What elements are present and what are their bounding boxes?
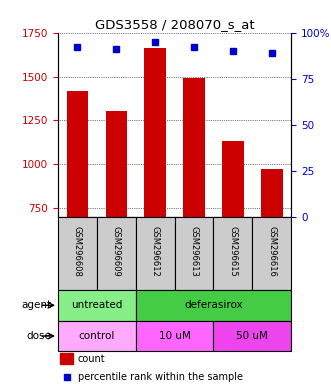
- Text: untreated: untreated: [71, 300, 122, 310]
- Bar: [261, 169, 283, 217]
- Text: deferasirox: deferasirox: [184, 300, 243, 310]
- Bar: [58, 321, 136, 351]
- Bar: [97, 217, 136, 290]
- Bar: [106, 111, 127, 217]
- Text: GSM296613: GSM296613: [190, 226, 199, 276]
- Text: GSM296615: GSM296615: [228, 226, 237, 276]
- Text: GSM296609: GSM296609: [112, 226, 121, 276]
- Text: percentile rank within the sample: percentile rank within the sample: [78, 372, 243, 382]
- Text: GSM296608: GSM296608: [73, 226, 82, 276]
- Text: count: count: [78, 354, 105, 364]
- Bar: [213, 321, 291, 351]
- Title: GDS3558 / 208070_s_at: GDS3558 / 208070_s_at: [95, 18, 255, 31]
- Bar: [144, 48, 166, 217]
- Bar: [60, 353, 73, 364]
- Text: 10 uM: 10 uM: [159, 331, 191, 341]
- Bar: [222, 141, 244, 217]
- Bar: [67, 91, 88, 217]
- Bar: [175, 217, 213, 290]
- Bar: [58, 217, 97, 290]
- Text: GSM296612: GSM296612: [151, 226, 160, 276]
- Bar: [183, 78, 205, 217]
- Text: dose: dose: [26, 331, 51, 341]
- Bar: [136, 217, 175, 290]
- Text: agent: agent: [21, 300, 51, 310]
- Text: control: control: [79, 331, 115, 341]
- Text: 50 uM: 50 uM: [236, 331, 268, 341]
- Text: GSM296616: GSM296616: [267, 226, 276, 276]
- Bar: [58, 290, 136, 321]
- Bar: [136, 290, 291, 321]
- Bar: [136, 321, 213, 351]
- Bar: [213, 217, 252, 290]
- Bar: [253, 217, 291, 290]
